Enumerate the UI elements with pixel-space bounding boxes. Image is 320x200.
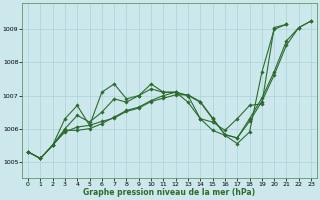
X-axis label: Graphe pression niveau de la mer (hPa): Graphe pression niveau de la mer (hPa) bbox=[84, 188, 256, 197]
